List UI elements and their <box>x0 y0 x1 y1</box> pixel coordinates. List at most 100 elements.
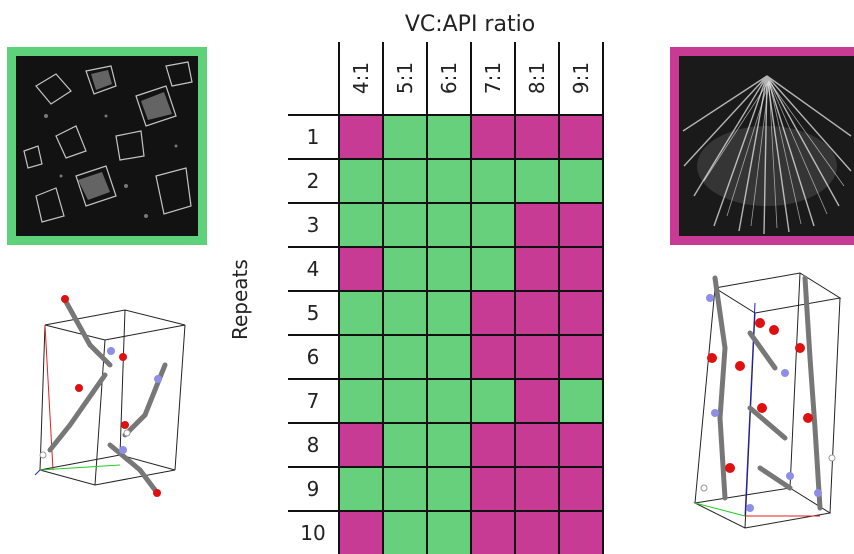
grid-cell <box>338 334 384 380</box>
grid-row: 3 <box>288 202 604 248</box>
needle-crystals-drawing <box>679 56 854 236</box>
grid-cell <box>514 158 560 204</box>
grid-cell <box>338 290 384 336</box>
grid-cell <box>470 202 516 248</box>
column-header-label: 6:1 <box>437 61 461 95</box>
grid-cell <box>382 334 428 380</box>
grid-cell <box>514 114 560 160</box>
grid-row: 8 <box>288 422 604 468</box>
grid-cell <box>382 466 428 512</box>
grid-cell <box>426 510 472 554</box>
grid-cell <box>558 510 604 554</box>
grid-cell <box>558 246 604 292</box>
grid-cell <box>426 158 472 204</box>
column-header: 5:1 <box>382 42 428 115</box>
grid-cell <box>338 378 384 424</box>
grid-row: 1 <box>288 114 604 160</box>
right-crystal-structure <box>693 272 842 529</box>
ratio-repeat-grid: 4:1 5:1 6:1 7:1 8:1 9:1 1 2 3 4 5 6 7 8 9 10 <box>288 42 604 554</box>
row-header: 1 <box>288 114 340 159</box>
grid-cell <box>338 158 384 204</box>
grid-cell <box>558 378 604 424</box>
plate-crystals-image <box>16 56 198 236</box>
grid-cell <box>470 290 516 336</box>
grid-cell <box>382 246 428 292</box>
grid-cell <box>338 246 384 292</box>
grid-cell <box>470 510 516 554</box>
grid-cell <box>558 466 604 512</box>
grid-row: 6 <box>288 334 604 380</box>
grid-cell <box>558 202 604 248</box>
grid-cell <box>558 290 604 336</box>
column-header: 9:1 <box>558 42 604 115</box>
grid-cell <box>470 422 516 468</box>
grid-cell <box>338 422 384 468</box>
grid-cell <box>558 114 604 160</box>
grid-body: 1 2 3 4 5 6 7 8 9 10 <box>288 114 604 554</box>
grid-cell <box>514 290 560 336</box>
corner-cell <box>288 42 340 115</box>
column-header-label: 5:1 <box>393 61 417 95</box>
green-framed-micrograph <box>7 47 207 245</box>
grid-cell <box>382 422 428 468</box>
figure-title: VC:API ratio <box>404 12 536 37</box>
grid-cell <box>382 158 428 204</box>
grid-cell <box>514 378 560 424</box>
grid-cell <box>558 422 604 468</box>
grid-row: 2 <box>288 158 604 204</box>
grid-cell <box>426 334 472 380</box>
grid-row: 4 <box>288 246 604 292</box>
row-header: 7 <box>288 378 340 423</box>
column-header: 6:1 <box>426 42 472 115</box>
column-header-label: 7:1 <box>481 61 505 95</box>
grid-cell <box>514 466 560 512</box>
grid-cell <box>426 290 472 336</box>
left-crystal-structure <box>34 295 186 497</box>
grid-cell <box>382 290 428 336</box>
row-header: 8 <box>288 422 340 467</box>
grid-cell <box>338 114 384 160</box>
grid-cell <box>382 510 428 554</box>
grid-cell <box>382 202 428 248</box>
column-header-row: 4:1 5:1 6:1 7:1 8:1 9:1 <box>288 42 604 115</box>
grid-cell <box>470 158 516 204</box>
grid-cell <box>338 202 384 248</box>
grid-cell <box>382 114 428 160</box>
grid-row: 5 <box>288 290 604 336</box>
grid-cell <box>514 510 560 554</box>
row-header: 2 <box>288 158 340 203</box>
grid-cell <box>338 466 384 512</box>
grid-cell <box>470 466 516 512</box>
row-header: 6 <box>288 334 340 379</box>
grid-cell <box>558 334 604 380</box>
grid-cell <box>558 158 604 204</box>
grid-cell <box>426 422 472 468</box>
grid-row: 7 <box>288 378 604 424</box>
row-header: 3 <box>288 202 340 247</box>
grid-row: 9 <box>288 466 604 512</box>
grid-cell <box>470 334 516 380</box>
grid-cell <box>338 510 384 554</box>
grid-cell <box>382 378 428 424</box>
grid-cell <box>426 246 472 292</box>
y-axis-label: Repeats <box>228 259 252 340</box>
grid-cell <box>426 466 472 512</box>
column-header: 7:1 <box>470 42 516 115</box>
grid-cell <box>426 114 472 160</box>
grid-cell <box>426 202 472 248</box>
needle-crystals-image <box>679 56 854 236</box>
plate-crystals-drawing <box>16 56 198 236</box>
grid-cell <box>514 422 560 468</box>
column-header: 4:1 <box>338 42 384 115</box>
grid-cell <box>470 246 516 292</box>
row-header: 10 <box>288 510 340 554</box>
row-header: 9 <box>288 466 340 511</box>
column-header: 8:1 <box>514 42 560 115</box>
grid-cell <box>470 378 516 424</box>
column-header-label: 4:1 <box>349 61 373 95</box>
grid-cell <box>470 114 516 160</box>
grid-row: 10 <box>288 510 604 554</box>
magenta-framed-micrograph <box>670 47 854 245</box>
grid-cell <box>514 246 560 292</box>
row-header: 4 <box>288 246 340 291</box>
